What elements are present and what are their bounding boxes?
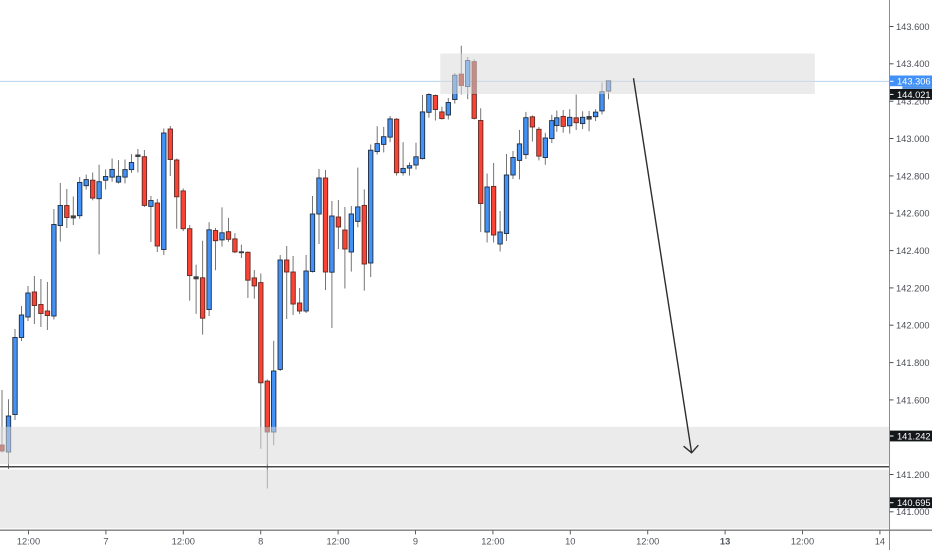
svg-text:12:00: 12:00 xyxy=(326,537,349,547)
svg-text:143.306: 143.306 xyxy=(897,76,931,86)
svg-text:13: 13 xyxy=(720,537,730,547)
svg-text:142.800: 142.800 xyxy=(896,171,930,181)
svg-text:144.021: 144.021 xyxy=(897,90,931,100)
svg-text:143.000: 143.000 xyxy=(896,134,930,144)
svg-text:10: 10 xyxy=(565,537,575,547)
svg-text:12:00: 12:00 xyxy=(17,537,40,547)
svg-text:8: 8 xyxy=(258,537,263,547)
svg-text:7: 7 xyxy=(103,537,108,547)
svg-text:12:00: 12:00 xyxy=(481,537,504,547)
svg-text:141.200: 141.200 xyxy=(896,470,930,480)
svg-text:14: 14 xyxy=(875,537,885,547)
svg-text:12:00: 12:00 xyxy=(791,537,814,547)
svg-text:12:00: 12:00 xyxy=(636,537,659,547)
svg-text:140.695: 140.695 xyxy=(897,498,931,508)
svg-text:141.000: 141.000 xyxy=(896,507,930,517)
svg-text:143.400: 143.400 xyxy=(896,59,930,69)
svg-text:9: 9 xyxy=(413,537,418,547)
svg-text:141.800: 141.800 xyxy=(896,358,930,368)
svg-text:141.600: 141.600 xyxy=(896,395,930,405)
svg-text:142.000: 142.000 xyxy=(896,321,930,331)
svg-text:143.600: 143.600 xyxy=(896,22,930,32)
svg-text:142.400: 142.400 xyxy=(896,246,930,256)
svg-text:141.242: 141.242 xyxy=(897,431,931,441)
svg-text:142.600: 142.600 xyxy=(896,209,930,219)
svg-text:12:00: 12:00 xyxy=(172,537,195,547)
svg-text:143.200: 143.200 xyxy=(896,97,930,107)
svg-text:142.200: 142.200 xyxy=(896,283,930,293)
